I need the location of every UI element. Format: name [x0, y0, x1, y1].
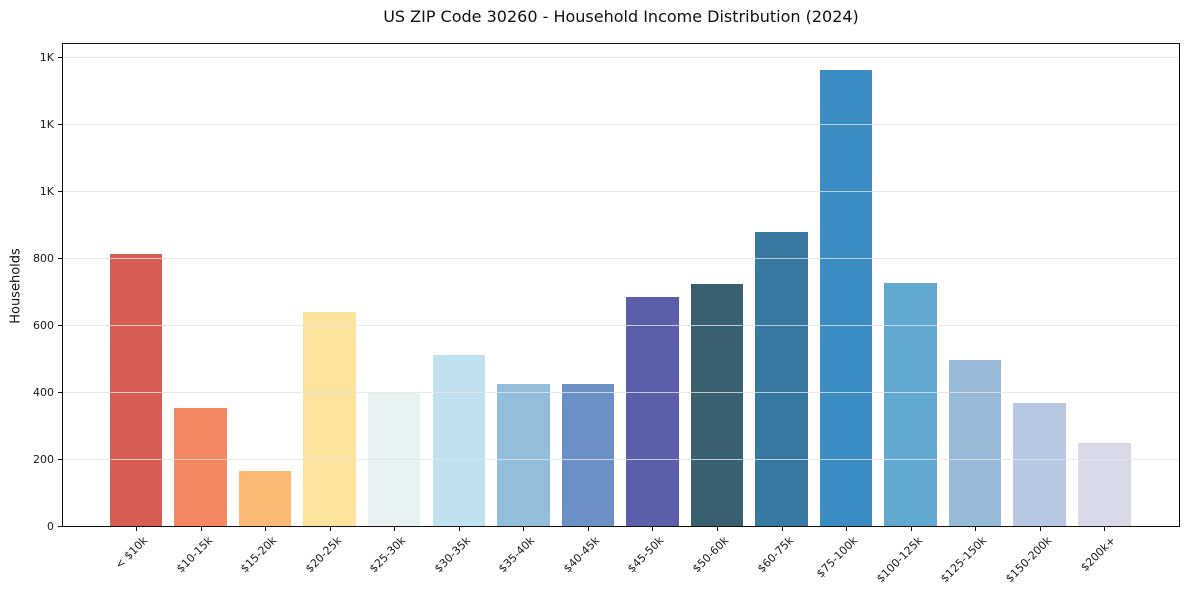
- y-tick-label: 1K: [39, 51, 54, 64]
- x-tick-mark: [201, 527, 202, 531]
- x-tick-label: $20-25k: [302, 534, 345, 576]
- x-tick-label: $15-20k: [237, 534, 280, 576]
- bar-10k: [109, 254, 163, 526]
- x-tick-label: < $10k: [112, 534, 151, 572]
- x-tick-label: $60-75k: [754, 534, 797, 576]
- x-tick-mark: [394, 527, 395, 531]
- bar-125-150k: [948, 360, 1002, 526]
- x-tick-label: $125-150k: [938, 534, 990, 586]
- x-tick-mark: [1104, 527, 1105, 531]
- x-tick-label: $50-60k: [689, 534, 732, 576]
- y-tick-label: 800: [33, 252, 54, 265]
- x-tick-mark: [782, 527, 783, 531]
- y-tick-mark: [58, 258, 62, 259]
- x-tick-mark: [523, 527, 524, 531]
- y-tick-mark: [58, 191, 62, 192]
- y-tick-label: 400: [33, 386, 54, 399]
- gridline: [63, 459, 1179, 460]
- bar-15-20k: [238, 471, 292, 526]
- x-tick-mark: [846, 527, 847, 531]
- x-tick-mark: [911, 527, 912, 531]
- x-tick-mark: [459, 527, 460, 531]
- y-tick-label: 600: [33, 319, 54, 332]
- y-tick-label: 1K: [39, 118, 54, 131]
- bar-60-75k: [755, 232, 808, 526]
- bar-75-100k: [819, 70, 873, 526]
- x-tick-mark: [588, 527, 589, 531]
- x-tick-mark: [975, 527, 976, 531]
- x-tick-label: $25-30k: [366, 534, 409, 576]
- x-tick-mark: [652, 527, 653, 531]
- bar-150-200k: [1013, 403, 1066, 526]
- bar-10-15k: [174, 408, 227, 526]
- bar-100-125k: [884, 283, 937, 526]
- x-tick-label: $75-100k: [813, 534, 861, 581]
- x-tick-label: $200k+: [1078, 534, 1119, 575]
- y-tick-mark: [58, 526, 62, 527]
- y-tick-mark: [58, 392, 62, 393]
- x-tick-mark: [136, 527, 137, 531]
- gridline: [63, 124, 1179, 125]
- y-tick-mark: [58, 124, 62, 125]
- x-tick-label: $30-35k: [431, 534, 474, 576]
- bar-35-40k: [497, 384, 550, 526]
- plot-area: [62, 43, 1180, 527]
- y-tick-label: 200: [33, 453, 54, 466]
- chart-title: US ZIP Code 30260 - Household Income Dis…: [383, 7, 859, 26]
- bar-50-60k: [690, 284, 744, 526]
- x-tick-label: $40-45k: [560, 534, 603, 576]
- y-tick-label: 1K: [39, 185, 54, 198]
- y-tick-mark: [58, 325, 62, 326]
- bar-30-35k: [432, 355, 485, 526]
- bar-45-50k: [626, 297, 679, 526]
- x-tick-label: $10-15k: [173, 534, 216, 576]
- gridline: [63, 325, 1179, 326]
- x-tick-label: $100-125k: [874, 534, 926, 586]
- y-tick-mark: [58, 57, 62, 58]
- gridline: [63, 57, 1179, 58]
- gridline: [63, 258, 1179, 259]
- x-tick-label: $150-200k: [1003, 534, 1055, 586]
- x-tick-mark: [330, 527, 331, 531]
- x-tick-mark: [265, 527, 266, 531]
- x-tick-mark: [1040, 527, 1041, 531]
- gridline: [63, 191, 1179, 192]
- y-tick-label: 0: [47, 520, 54, 533]
- y-tick-mark: [58, 459, 62, 460]
- x-tick-label: $45-50k: [624, 534, 667, 576]
- bar-20-25k: [303, 312, 356, 526]
- bar-200k: [1078, 443, 1131, 526]
- x-tick-label: $35-40k: [495, 534, 538, 576]
- bar-40-45k: [561, 384, 615, 526]
- x-tick-mark: [717, 527, 718, 531]
- gridline: [63, 392, 1179, 393]
